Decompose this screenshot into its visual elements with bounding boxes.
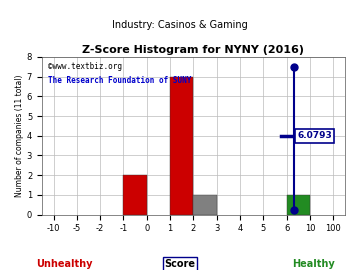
Y-axis label: Number of companies (11 total): Number of companies (11 total)	[15, 75, 24, 197]
Text: The Research Foundation of SUNY: The Research Foundation of SUNY	[48, 76, 191, 85]
Text: ©www.textbiz.org: ©www.textbiz.org	[48, 62, 122, 70]
Text: 6.0793: 6.0793	[297, 131, 332, 140]
Text: Healthy: Healthy	[292, 259, 334, 269]
Bar	[193, 195, 217, 215]
Bar	[123, 175, 147, 215]
Title: Z-Score Histogram for NYNY (2016): Z-Score Histogram for NYNY (2016)	[82, 45, 305, 55]
Bar	[170, 77, 193, 215]
Text: Industry: Casinos & Gaming: Industry: Casinos & Gaming	[112, 20, 248, 30]
Text: Unhealthy: Unhealthy	[37, 259, 93, 269]
Text: Score: Score	[165, 259, 195, 269]
Bar	[287, 195, 310, 215]
